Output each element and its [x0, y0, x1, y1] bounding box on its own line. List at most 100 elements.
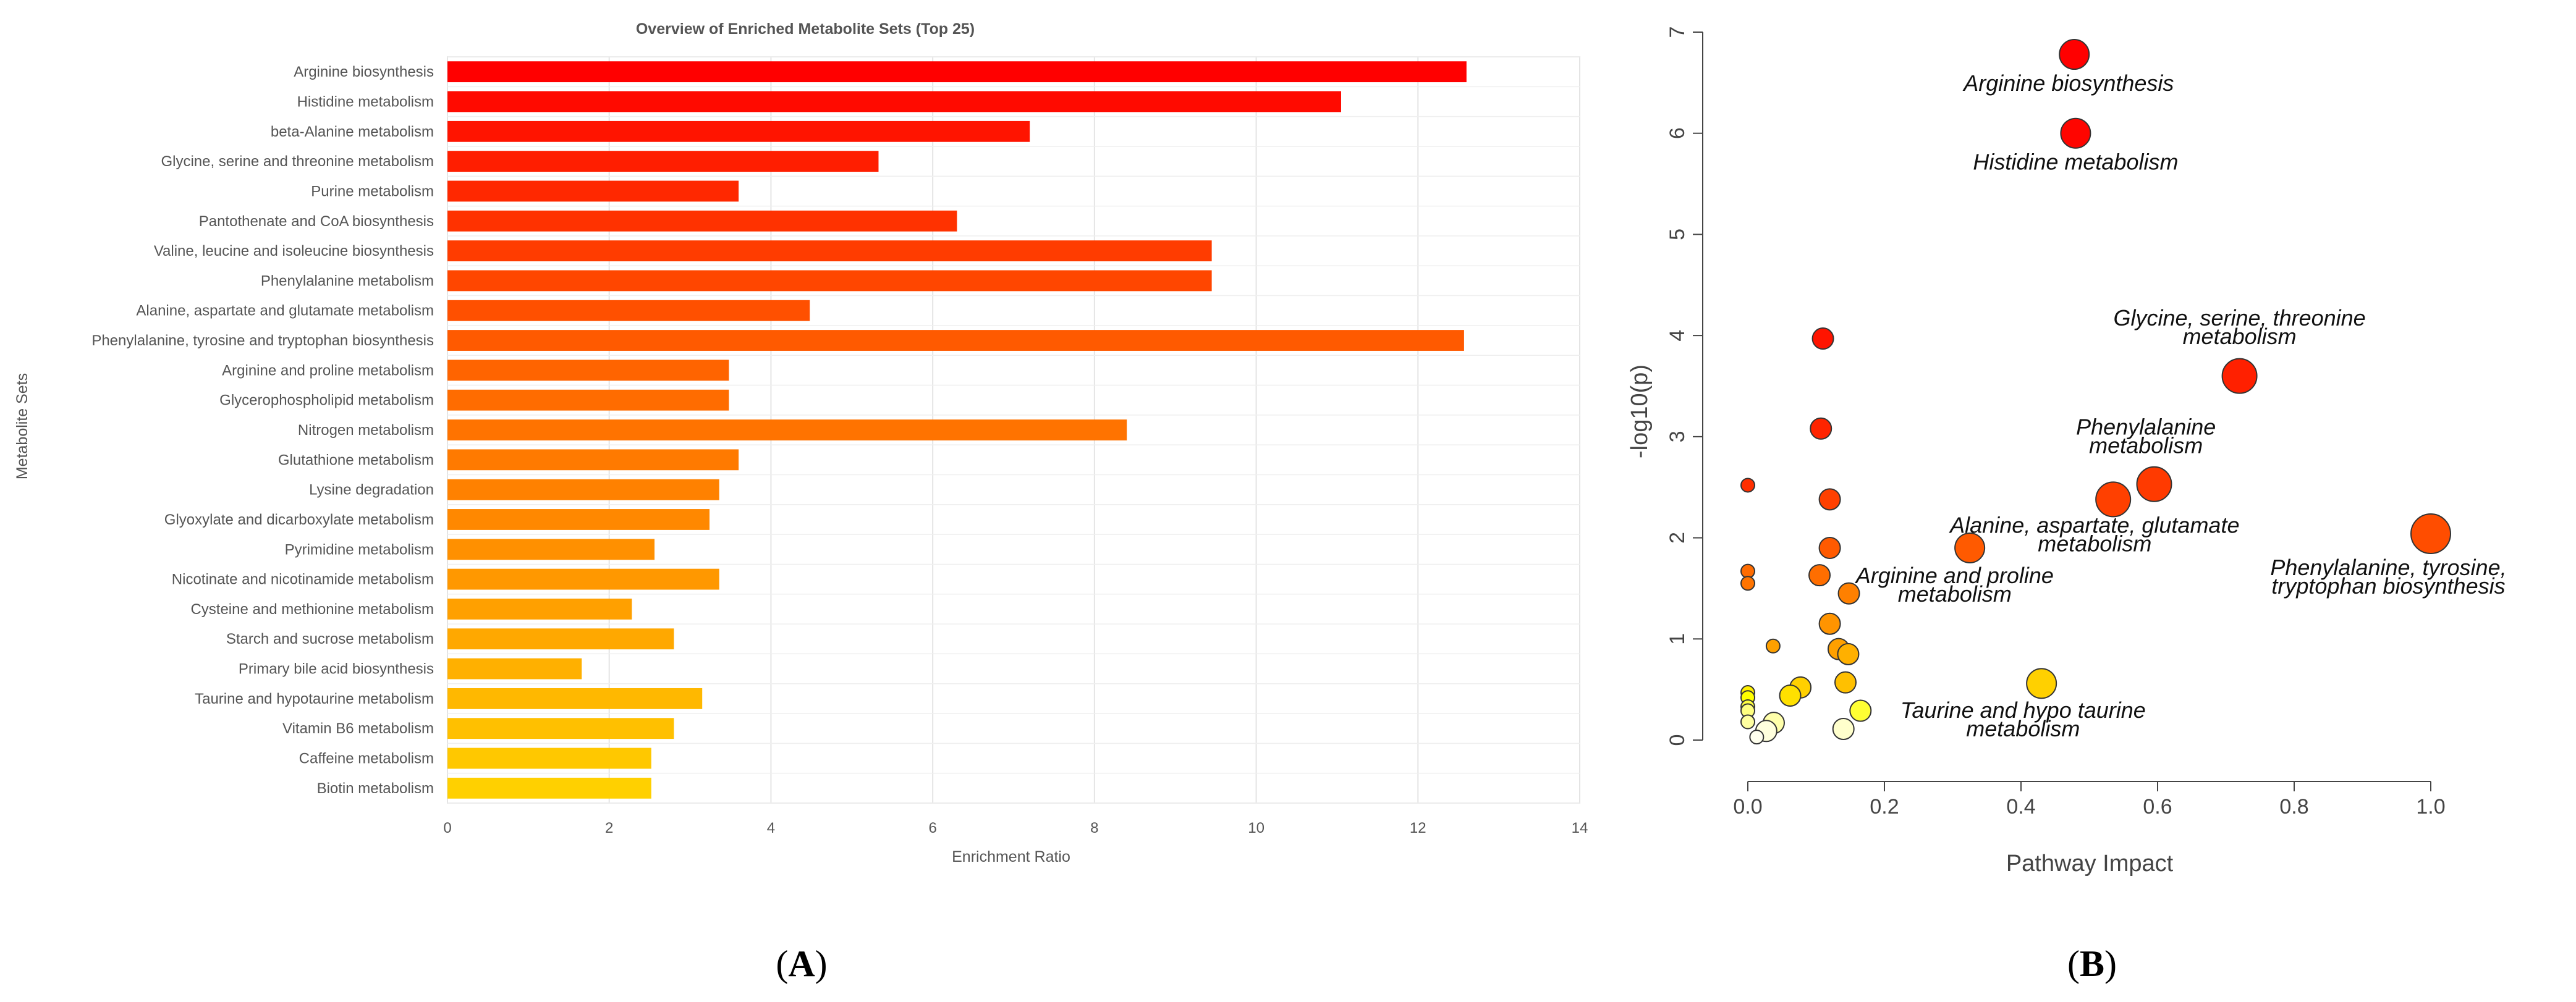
bar — [447, 688, 703, 709]
pathway-annotation: Phenylalanine metabolism — [2076, 415, 2216, 458]
bubble-point — [1810, 417, 1832, 440]
bar-category-label: Phenylalanine, tyrosine and tryptophan b… — [91, 332, 434, 349]
bubble-point — [1808, 564, 1831, 587]
bar-chart-x-tick-label: 4 — [767, 820, 775, 836]
bar-category-label: Pyrimidine metabolism — [285, 541, 434, 558]
bar — [447, 599, 632, 620]
bar-category-label: Glycerophospholipid metabolism — [219, 392, 434, 409]
bar — [447, 389, 729, 411]
bubble-point — [1740, 478, 1755, 493]
bar — [447, 419, 1127, 440]
bubble-point — [1779, 684, 1802, 707]
bar-chart-x-tick-label: 0 — [443, 820, 451, 836]
bubble-chart-x-ticks: 0.0 0.2 0.4 0.6 0.8 1.0 — [1733, 781, 2446, 819]
bubble-point — [2221, 358, 2258, 394]
bar-category-label: Nitrogen metabolism — [298, 422, 434, 439]
bar-category-label: Lysine degradation — [309, 482, 434, 499]
bubble-chart-x-tick-label: 1.0 — [2416, 795, 2445, 819]
bubble-point — [1849, 699, 1872, 722]
bar — [447, 210, 957, 232]
bar — [447, 300, 810, 321]
bubble-point — [2026, 668, 2057, 699]
bar-category-label: beta-Alanine metabolism — [271, 124, 434, 140]
pathway-annotation: Taurine and hypo taurine metabolism — [1900, 697, 2146, 741]
bar-chart-y-axis-label: Metabolite Sets — [14, 373, 31, 479]
bar — [447, 449, 739, 471]
bar — [447, 360, 729, 381]
pathway-impact-bubble-chart: 0.0 0.2 0.4 0.6 0.8 1.0 0 1 2 3 4 5 6 7 Arginine bio… — [1627, 27, 2507, 877]
bubble-chart-y-ticks: 0 1 2 3 4 5 6 7 — [1666, 27, 1703, 746]
bubble-chart-x-tick-label: 0.2 — [1870, 795, 1899, 819]
bubble-point — [1749, 730, 1765, 745]
bar-category-label: Alanine, aspartate and glutamate metabol… — [136, 303, 434, 319]
bubble-point — [1832, 717, 1855, 740]
bar-chart-x-axis-label: Enrichment Ratio — [952, 848, 1070, 865]
bar-category-label: Caffeine metabolism — [299, 751, 434, 767]
bar-chart-x-tick-label: 6 — [928, 820, 936, 836]
bar-chart-x-tick-label: 14 — [1572, 820, 1588, 836]
bar-category-label: Glutathione metabolism — [278, 452, 434, 468]
bubble-point — [1765, 638, 1781, 654]
bar — [447, 180, 739, 202]
bubble-point — [1837, 582, 1860, 605]
bar-chart-x-tick-label: 12 — [1410, 820, 1426, 836]
bar-chart-x-tick-label: 10 — [1248, 820, 1265, 836]
bubble-chart-y-axis-label: -log10(p) — [1627, 364, 1653, 458]
bar-category-label: Glyoxylate and dicarboxylate metabolism — [164, 512, 434, 528]
bubble-chart-points — [1740, 39, 2451, 745]
bar-chart-bars — [447, 61, 1467, 799]
bar — [447, 270, 1212, 292]
bar — [447, 120, 1030, 142]
bubble-point — [2410, 513, 2451, 555]
bubble-chart-y-tick-label: 2 — [1666, 532, 1689, 544]
bubble-chart-x-tick-label: 0.8 — [2279, 795, 2308, 819]
bubble-point — [1818, 488, 1841, 511]
bubble-point — [2060, 117, 2091, 149]
bar — [447, 539, 655, 560]
bar-category-label: Starch and sucrose metabolism — [226, 631, 434, 647]
bubble-point — [1818, 612, 1841, 635]
bar-category-label: Phenylalanine metabolism — [261, 272, 434, 289]
bubble-point — [1740, 576, 1755, 591]
bar — [447, 568, 719, 590]
bubble-chart-annotations: Arginine biosynthesis Histidine metabolis… — [1855, 70, 2507, 741]
pathway-annotation: Arginine biosynthesis — [1962, 70, 2174, 96]
bar — [447, 658, 582, 680]
bar — [447, 718, 674, 739]
bubble-point — [2136, 466, 2172, 502]
bar-category-label: Purine metabolism — [311, 183, 434, 200]
bubble-point — [2095, 481, 2132, 518]
bubble-chart-y-tick-label: 7 — [1666, 27, 1689, 38]
bar — [447, 151, 879, 172]
bubble-chart-x-tick-label: 0.6 — [2143, 795, 2172, 819]
bubble-point — [1740, 714, 1755, 730]
bar-category-label: Arginine biosynthesis — [294, 64, 434, 80]
bubble-chart-x-axis-label: Pathway Impact — [2006, 851, 2174, 877]
bar — [447, 330, 1464, 351]
bubble-chart-x-tick-label: 0.0 — [1733, 795, 1762, 819]
bar-category-label: Taurine and hypotaurine metabolism — [195, 691, 434, 707]
bar-category-label: Arginine and proline metabolism — [222, 362, 434, 379]
bar-chart-x-tick-label: 2 — [605, 820, 613, 836]
bubble-point — [1811, 327, 1834, 350]
bubble-chart-y-tick-label: 1 — [1666, 633, 1689, 645]
bubble-point — [2059, 39, 2090, 70]
bar — [447, 777, 651, 799]
bubble-chart-x-tick-label: 0.4 — [2006, 795, 2035, 819]
bar-chart-category-labels: Arginine biosynthesis Histidine metabolis… — [91, 64, 434, 797]
bar-category-label: Pantothenate and CoA biosynthesis — [199, 213, 434, 230]
pathway-annotation: Alanine, aspartate, glutamate metabolism — [1949, 512, 2239, 556]
bubble-chart-y-tick-label: 0 — [1666, 735, 1689, 746]
bubble-chart-y-tick-label: 6 — [1666, 127, 1689, 139]
bar — [447, 479, 719, 500]
bubble-chart-y-tick-label: 5 — [1666, 229, 1689, 240]
bubble-chart-axes — [1702, 32, 2431, 782]
panel-label-b: (B) — [2067, 943, 2117, 984]
pathway-annotation: Glycine, serine, threonine metabolism — [2113, 305, 2365, 349]
bar — [447, 61, 1467, 83]
bar — [447, 91, 1341, 112]
bar — [447, 240, 1212, 261]
bar-category-label: Nicotinate and nicotinamide metabolism — [172, 571, 434, 588]
bubble-chart-y-tick-label: 3 — [1666, 431, 1689, 442]
bubble-point — [1837, 642, 1860, 665]
